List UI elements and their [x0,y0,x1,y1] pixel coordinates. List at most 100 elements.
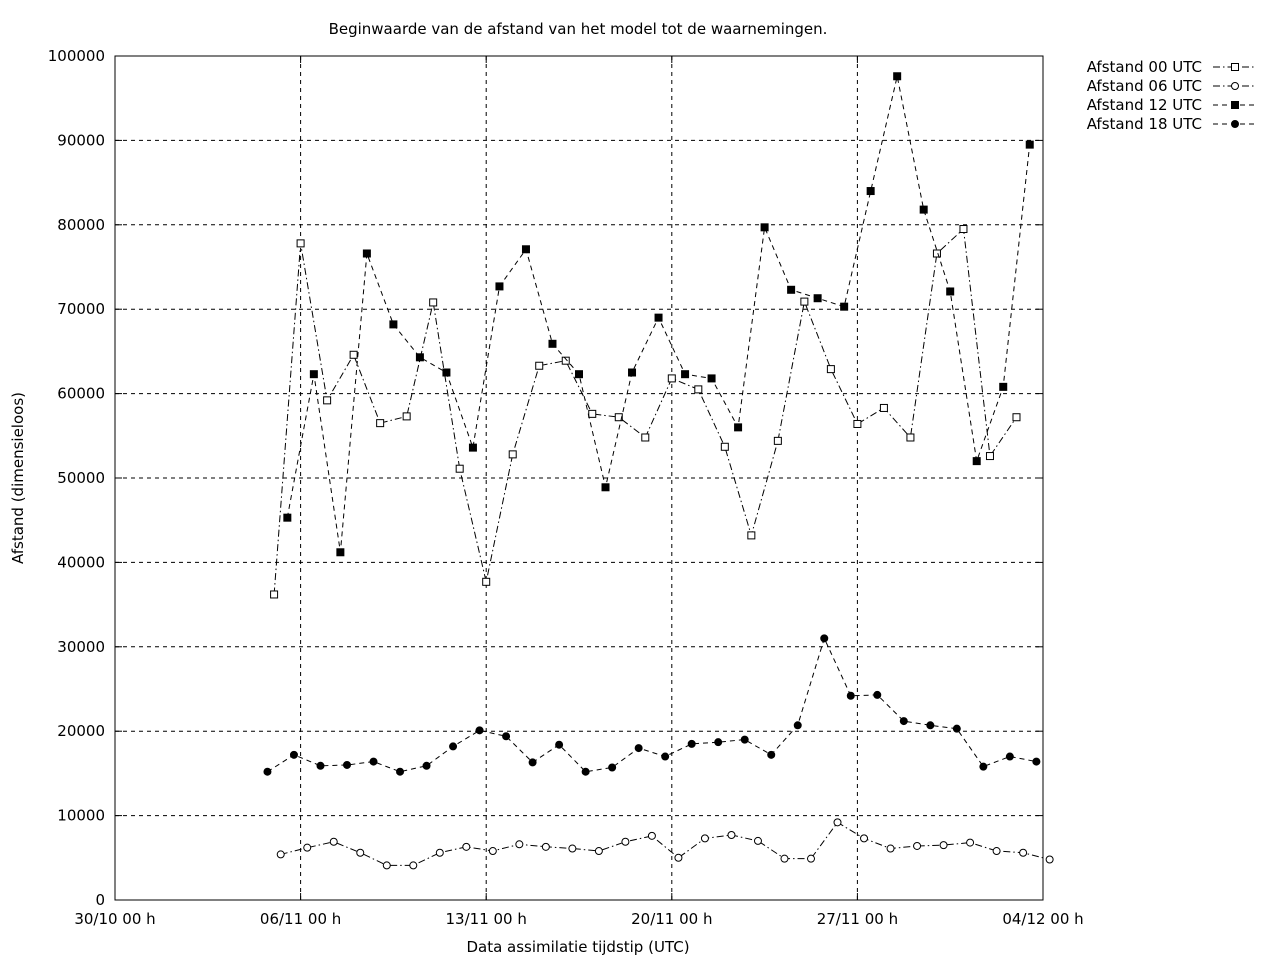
data-point [641,433,650,442]
data-point [932,249,941,258]
data-point [700,834,709,843]
legend-label: Afstand 00 UTC [1087,58,1202,76]
data-point [435,848,444,857]
data-point [899,717,908,726]
legend-marker [1231,63,1239,71]
x-tick-label: 13/11 00 h [446,910,527,928]
data-point [555,740,564,749]
data-point [634,744,643,753]
data-point [422,761,431,770]
data-point [296,239,305,248]
data-point [561,356,570,365]
y-tick-label: 100000 [48,47,105,65]
data-point [515,840,524,849]
legend-label: Afstand 12 UTC [1087,96,1202,114]
data-point [409,861,418,870]
y-tick-label: 10000 [57,807,105,825]
x-axis-label: Data assimilatie tijdstip (UTC) [466,938,689,956]
data-point [568,844,577,853]
data-point [1012,413,1021,422]
data-point [886,844,895,853]
data-point [674,853,683,862]
data-point [667,374,676,383]
data-point [939,841,948,850]
data-point [753,836,762,845]
y-tick-label: 40000 [57,553,105,571]
data-point [316,761,325,770]
data-point [1005,752,1014,761]
data-point [906,433,915,442]
axis-ticks: 0 10000 20000 30000 40000 50000 60000 70000 8000… [48,47,1084,928]
series-layer [263,72,1054,870]
data-point [369,757,378,766]
data-point [647,831,656,840]
data-point [495,282,504,291]
data-point [521,245,530,254]
data-point [972,457,981,466]
data-point [873,690,882,699]
series-2 [283,72,1034,557]
data-point [575,370,583,379]
legend-marker [1231,101,1239,109]
data-point [402,412,411,421]
series-3 [263,634,1041,776]
data-point [846,691,855,700]
data-point [283,513,292,522]
data-point [468,443,477,452]
grid [115,56,1043,900]
data-point [343,760,351,769]
data-point [455,464,464,473]
data-point [482,577,491,586]
data-point [893,72,902,81]
data-point [707,374,716,383]
x-tick-label: 20/11 00 h [631,910,712,928]
data-point [734,423,743,432]
data-point [999,382,1008,391]
y-tick-label: 90000 [57,131,105,149]
data-point [826,365,835,374]
data-point [720,442,729,451]
data-point [449,742,458,751]
x-tick-label: 04/12 00 h [1002,910,1083,928]
legend-label: Afstand 18 UTC [1087,115,1202,133]
y-tick-label: 0 [95,891,105,909]
data-point [323,396,332,405]
data-point [581,767,590,776]
data-point [475,726,484,735]
series-1 [276,818,1054,870]
y-tick-label: 20000 [57,722,105,740]
legend-marker [1231,120,1239,128]
data-point [362,249,371,258]
data-point [376,419,385,428]
data-point [926,721,935,730]
data-point [502,732,511,741]
legend-label: Afstand 06 UTC [1087,77,1202,95]
data-point [535,361,544,370]
data-point [760,223,769,232]
data-point [913,841,922,850]
data-point [767,750,776,759]
data-point [654,313,663,322]
data-point [714,738,723,747]
data-point [1019,848,1028,857]
data-point [952,724,961,733]
data-point [773,436,782,445]
data-point [628,368,637,377]
data-point [800,297,809,306]
data-point [793,721,802,730]
data-point [985,452,994,461]
data-point [946,287,955,296]
data-point [429,298,438,307]
data-point [270,590,279,599]
data-point [594,847,603,856]
data-point [1045,855,1054,864]
y-axis-label: Afstand (dimensieloos) [9,392,27,564]
data-point [601,483,610,492]
data-point [681,370,690,379]
series-line [280,821,1050,866]
data-point [694,385,703,394]
data-point [966,838,975,847]
data-point [488,847,497,856]
data-point [442,368,451,377]
data-point [289,750,298,759]
